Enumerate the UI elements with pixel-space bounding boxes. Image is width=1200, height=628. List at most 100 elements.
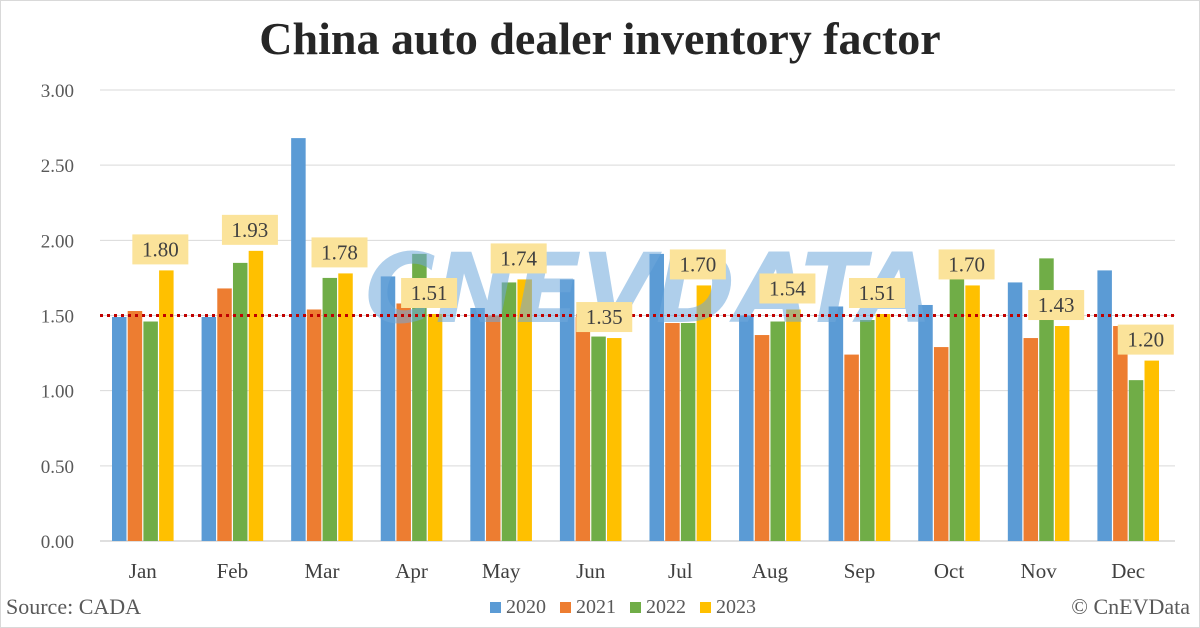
data-label-box xyxy=(669,249,726,280)
bar-2023-apr xyxy=(427,313,443,541)
data-label-apr: 1.51 xyxy=(411,281,448,305)
legend-label: 2022 xyxy=(646,596,686,618)
bar-2022-mar xyxy=(322,277,338,541)
data-label-dec: 1.20 xyxy=(1127,328,1164,352)
x-category-label: Jun xyxy=(576,559,606,583)
bar-2022-apr xyxy=(412,253,427,541)
data-label-box xyxy=(849,277,906,308)
y-tick-label: 1.00 xyxy=(41,382,74,403)
bar-2021-jul xyxy=(665,323,680,541)
data-label-box xyxy=(759,273,816,304)
chart-title: China auto dealer inventory factor xyxy=(259,13,941,64)
legend-label: 2020 xyxy=(506,596,546,618)
bar-2022-oct xyxy=(949,276,965,541)
y-axis-ticks: 0.00 0.50 1.00 1.50 2.00 2.50 3.00 xyxy=(41,81,74,553)
x-category-label: Aug xyxy=(752,559,789,583)
data-label-jun: 1.35 xyxy=(586,305,623,329)
source-text: Source: CADA xyxy=(6,594,142,619)
legend-label: 2023 xyxy=(716,596,756,618)
bar-2020-jul xyxy=(649,253,664,541)
data-label-aug: 1.54 xyxy=(769,276,806,300)
y-tick-label: 2.50 xyxy=(41,156,74,177)
bar-2020-apr xyxy=(380,276,396,541)
copyright-text: © CnEVData xyxy=(1071,594,1190,619)
bar-2023-dec xyxy=(1144,360,1160,541)
bar-2021-oct xyxy=(933,347,949,541)
legend-swatch xyxy=(490,602,501,613)
bar-2022-dec xyxy=(1128,380,1144,541)
data-labels: 1.80 1.93 1.78 1.51 1.74 1.35 1.70 1.54 1.51 1.70… xyxy=(132,214,1174,355)
x-axis-categories: Jan Feb Mar Apr May Jun Jul Aug Sep Oct Nov Dec xyxy=(129,559,1145,583)
x-category-label: Dec xyxy=(1111,559,1145,583)
bar-2021-sep xyxy=(844,354,859,541)
data-label-box xyxy=(1117,324,1174,355)
y-tick-label: 0.00 xyxy=(41,532,74,553)
bar-2020-jan xyxy=(111,317,127,541)
data-label-jan: 1.80 xyxy=(142,237,179,261)
watermark: CNEVDATA xyxy=(365,233,933,345)
bars xyxy=(111,138,1160,541)
y-tick-label: 3.00 xyxy=(41,81,74,102)
bar-2021-jun xyxy=(575,317,591,541)
bar-2023-may xyxy=(517,279,532,541)
data-label-box xyxy=(132,234,189,265)
bar-2022-feb xyxy=(232,262,248,541)
bar-2023-sep xyxy=(875,313,891,541)
bar-2023-oct xyxy=(965,285,980,541)
data-label-nov: 1.43 xyxy=(1038,293,1075,317)
bar-2022-jun xyxy=(591,336,606,541)
bar-2020-feb xyxy=(201,317,217,541)
bar-2021-jan xyxy=(127,310,143,541)
bar-2022-sep xyxy=(860,320,875,541)
legend-item-2022: 2022 xyxy=(630,596,686,619)
x-category-label: Nov xyxy=(1021,559,1058,583)
bar-2023-feb xyxy=(248,250,264,541)
data-label-box xyxy=(1028,290,1085,321)
bar-2022-may xyxy=(501,282,517,541)
bar-2020-oct xyxy=(918,304,933,541)
bar-2020-may xyxy=(470,307,485,541)
x-category-label: Apr xyxy=(395,559,428,583)
x-category-label: Mar xyxy=(304,559,339,583)
legend-item-2021: 2021 xyxy=(560,596,616,619)
legend-swatch xyxy=(700,602,711,613)
data-label-oct: 1.70 xyxy=(948,252,985,276)
bar-2022-aug xyxy=(770,321,785,541)
bar-2021-feb xyxy=(217,288,232,541)
legend-item-2020: 2020 xyxy=(490,596,546,619)
data-label-box xyxy=(401,277,458,308)
data-label-box xyxy=(938,249,995,280)
bar-2023-jul xyxy=(696,285,712,541)
x-category-label: Oct xyxy=(934,559,964,583)
legend-swatch xyxy=(630,602,641,613)
legend-label: 2021 xyxy=(576,596,616,618)
data-label-jul: 1.70 xyxy=(679,252,716,276)
y-tick-label: 1.50 xyxy=(41,307,74,328)
bar-2023-mar xyxy=(338,273,353,541)
bar-2022-nov xyxy=(1039,258,1054,541)
bar-2020-dec xyxy=(1097,270,1112,541)
data-label-box xyxy=(490,243,547,274)
bar-2021-dec xyxy=(1113,326,1128,541)
legend-item-2023: 2023 xyxy=(700,596,756,619)
bar-2020-aug xyxy=(739,315,754,541)
bar-2021-may xyxy=(486,315,501,541)
y-tick-label: 2.00 xyxy=(41,231,74,252)
x-category-label: Feb xyxy=(217,559,249,583)
gridlines xyxy=(100,89,1175,542)
data-label-box xyxy=(221,214,278,245)
data-label-box xyxy=(576,302,633,333)
data-label-sep: 1.51 xyxy=(859,281,896,305)
data-label-may: 1.74 xyxy=(500,246,537,270)
bar-2021-aug xyxy=(754,335,770,541)
bar-2020-nov xyxy=(1007,282,1023,541)
x-category-label: Sep xyxy=(844,559,876,583)
bar-2021-nov xyxy=(1023,338,1039,541)
data-label-feb: 1.93 xyxy=(232,218,269,242)
bar-2022-jul xyxy=(680,323,696,541)
bar-2023-aug xyxy=(786,309,801,541)
bar-2020-mar xyxy=(291,138,306,541)
bar-2020-jun xyxy=(559,279,575,541)
x-category-label: May xyxy=(482,559,521,583)
